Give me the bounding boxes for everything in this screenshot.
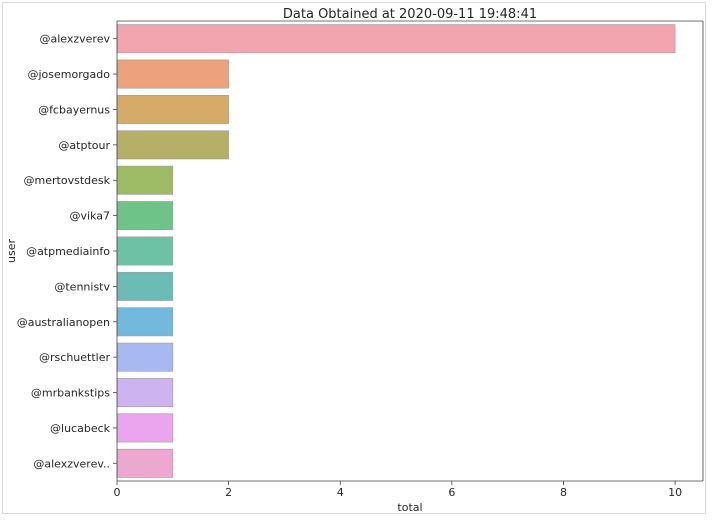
y-tick-label-10: @mrbankstips: [31, 387, 110, 400]
y-tick-label-3: @atptour: [58, 139, 110, 152]
y-axis-label: user: [5, 239, 18, 263]
bar-11: [116, 413, 174, 443]
bar-4: [116, 165, 174, 195]
y-tick-label-2: @fcbayernus: [38, 103, 110, 116]
x-tick-label-3: 6: [448, 486, 455, 499]
bar-9: [116, 342, 174, 372]
chart-title: Data Obtained at 2020-09-11 19:48:41: [283, 7, 537, 22]
x-tick-label-5: 10: [668, 486, 682, 499]
bar-0: [116, 24, 676, 54]
bar-2: [116, 95, 229, 124]
x-axis-ticks: 0 2 4 6 8 10: [114, 481, 682, 499]
bar-10: [116, 378, 174, 407]
bar-8: [116, 307, 174, 337]
y-tick-label-9: @rschuettler: [39, 351, 110, 364]
y-tick-label-1: @josemorgado: [28, 68, 111, 81]
y-tick-label-0: @alexzverev: [40, 33, 111, 46]
bar-7: [116, 271, 174, 301]
bar-3: [116, 130, 229, 160]
y-tick-label-12: @alexzverev..: [33, 457, 110, 470]
bar-5: [116, 201, 174, 231]
x-tick-label-4: 8: [560, 486, 567, 499]
y-tick-label-7: @tennistv: [54, 280, 110, 293]
x-axis-label: total: [397, 501, 422, 514]
y-tick-label-6: @atpmediainfo: [26, 245, 110, 258]
y-tick-label-8: @australianopen: [17, 316, 110, 329]
bar-6: [116, 236, 174, 266]
x-tick-label-0: 0: [114, 486, 121, 499]
plot-area: [116, 24, 676, 478]
bar-1: [116, 59, 229, 89]
y-tick-label-11: @lucabeck: [50, 422, 111, 435]
bar-12: [116, 448, 174, 478]
x-tick-label-2: 4: [337, 486, 344, 499]
y-tick-label-5: @vika7: [70, 210, 110, 223]
x-tick-label-1: 2: [225, 486, 232, 499]
y-axis-ticks: @alexzverev @josemorgado @fcbayernus @atpto…: [17, 33, 117, 470]
y-tick-label-4: @mertovstdesk: [24, 174, 111, 187]
